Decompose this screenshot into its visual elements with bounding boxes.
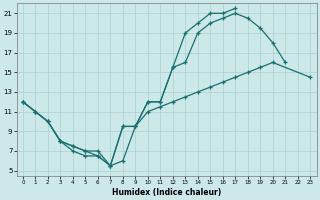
X-axis label: Humidex (Indice chaleur): Humidex (Indice chaleur) — [112, 188, 221, 197]
